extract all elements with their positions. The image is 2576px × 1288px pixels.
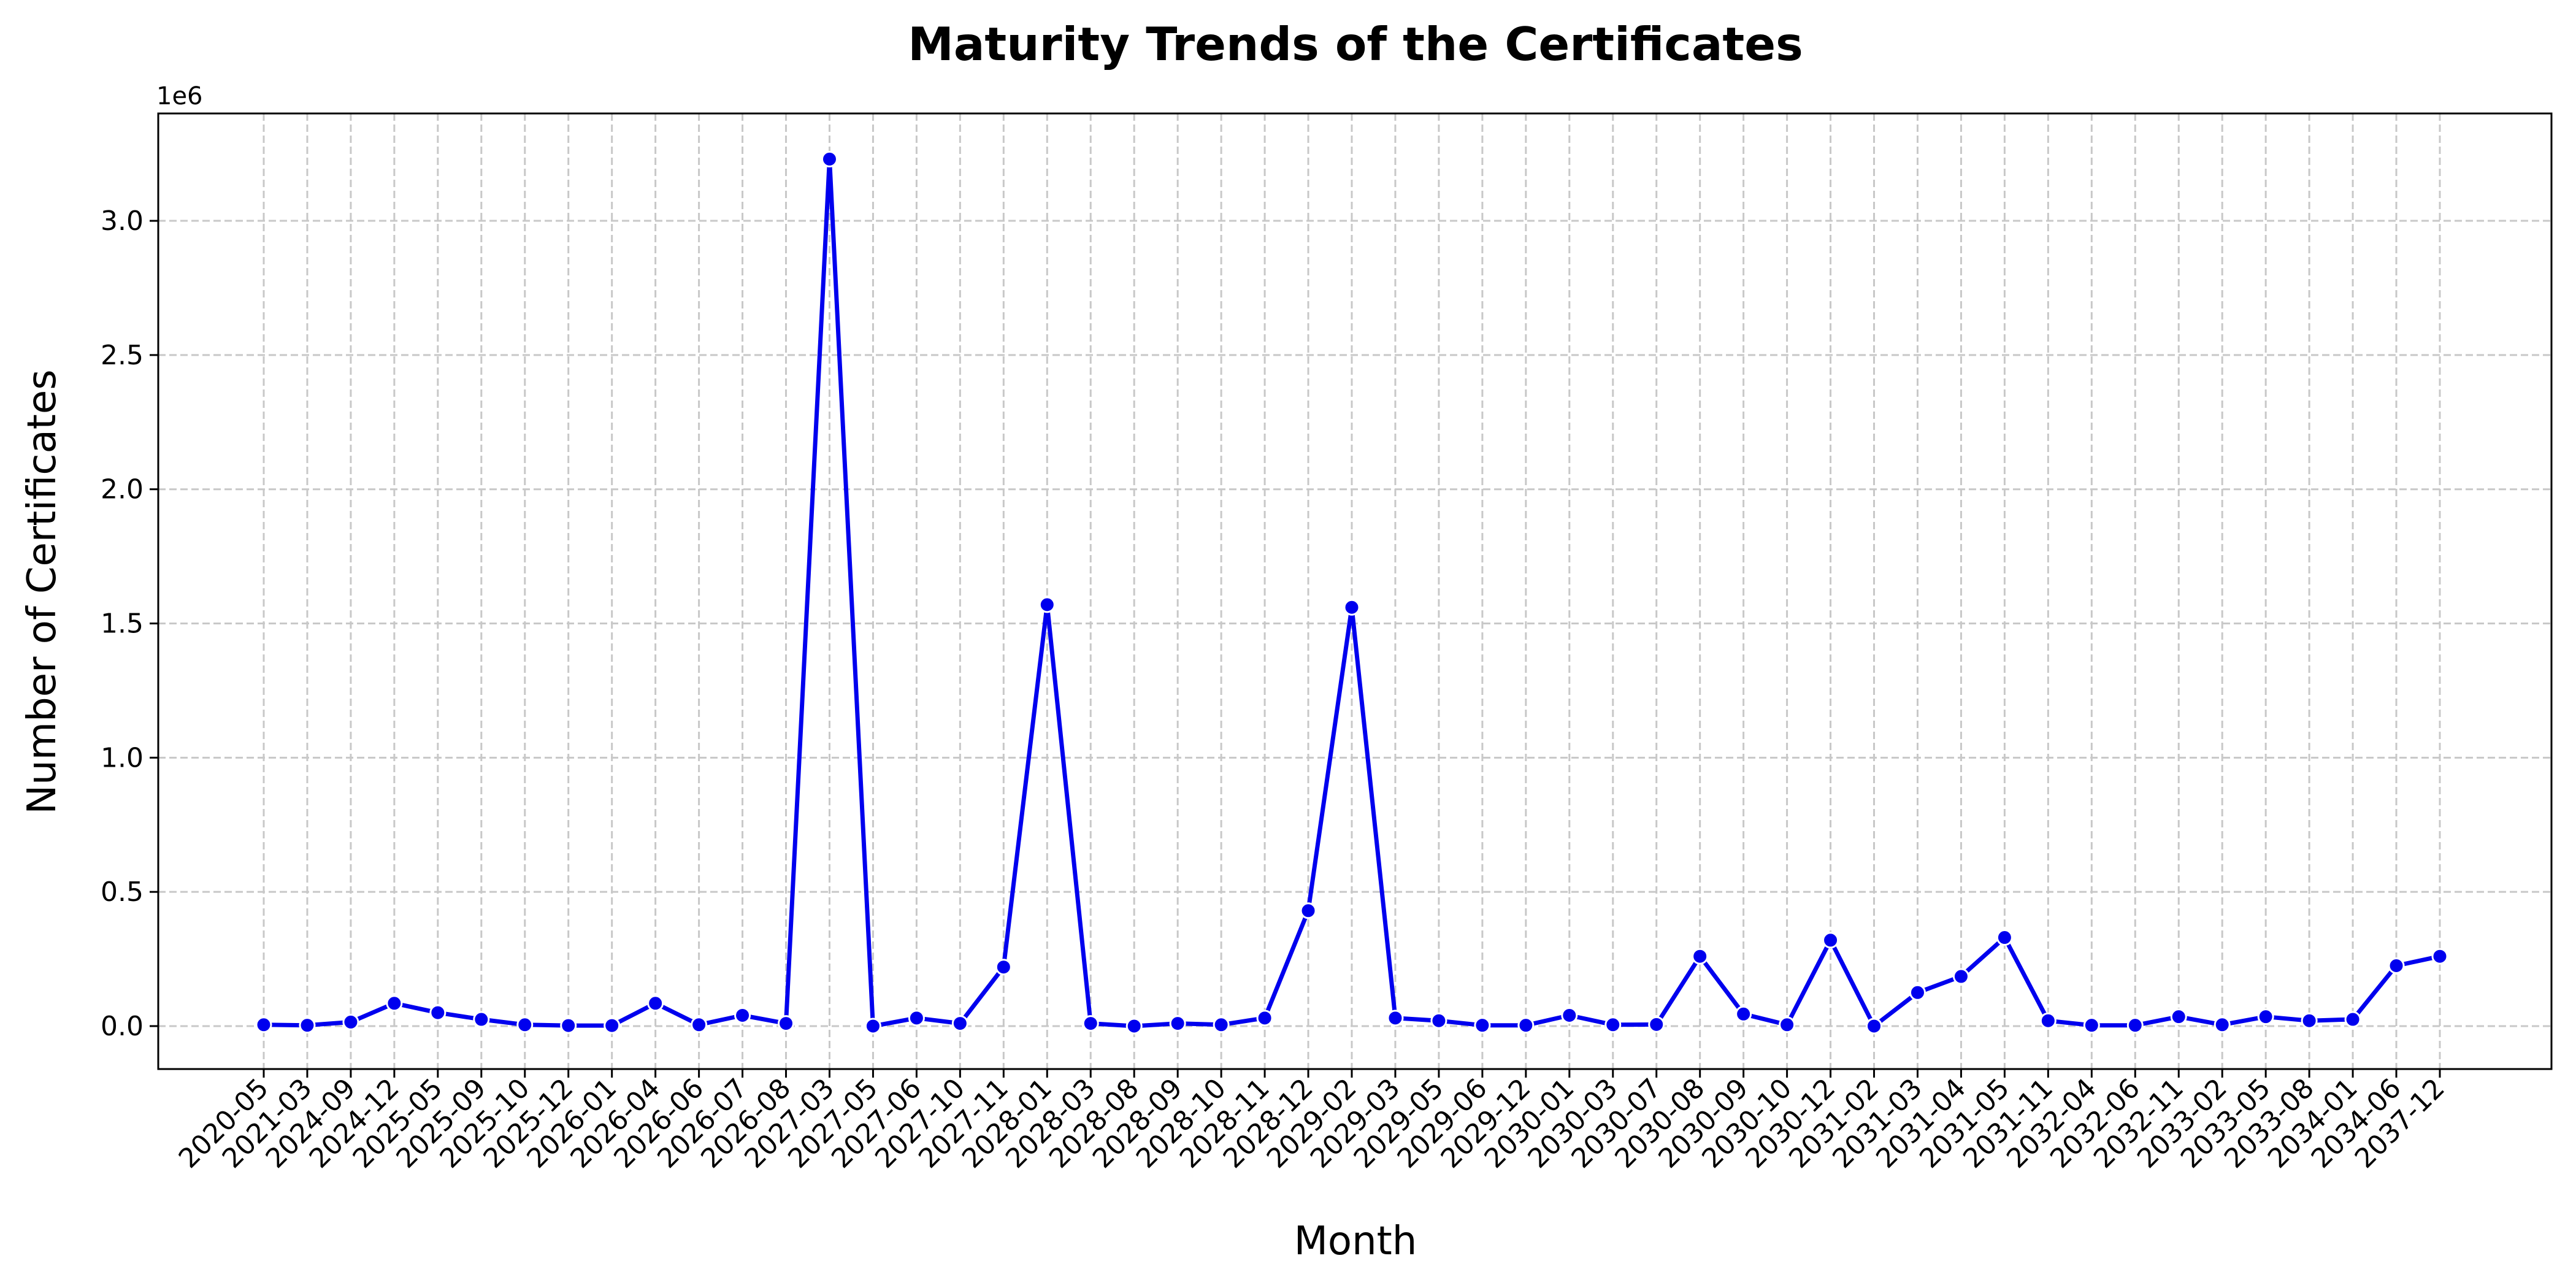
data-point (778, 1015, 795, 1032)
data-point (2257, 1008, 2274, 1025)
plot-frame (157, 112, 2553, 1070)
y-tick-label: 1.5 (101, 608, 144, 640)
data-point (1387, 1010, 1404, 1027)
y-tick-label: 3.0 (101, 205, 144, 237)
y-tick-label: 1.0 (101, 742, 144, 773)
x-axis-label: Month (1294, 1219, 1417, 1264)
data-point (1430, 1012, 1447, 1029)
data-point (734, 1006, 751, 1024)
data-point (386, 995, 403, 1012)
data-point (1213, 1016, 1230, 1033)
data-point (604, 1017, 621, 1034)
data-point (1082, 1015, 1099, 1032)
data-point (1300, 902, 1317, 919)
data-point (299, 1017, 316, 1034)
data-point (1125, 1018, 1143, 1035)
y-tick-label: 0.5 (101, 876, 144, 908)
data-point (691, 1016, 708, 1033)
data-point (2301, 1012, 2318, 1029)
data-point (255, 1016, 272, 1033)
data-point (1909, 984, 1926, 1001)
data-point (2388, 957, 2405, 975)
data-point (1169, 1015, 1186, 1032)
data-point (908, 1010, 925, 1027)
data-point (342, 1013, 359, 1030)
data-point (2083, 1017, 2100, 1034)
data-point (647, 995, 664, 1012)
data-point (516, 1016, 534, 1033)
data-point (2214, 1016, 2231, 1033)
data-point (951, 1015, 968, 1032)
data-point (2170, 1008, 2187, 1025)
series (255, 150, 2448, 1035)
data-point (2431, 948, 2448, 965)
data-point (1561, 1006, 1578, 1024)
data-point (1735, 1005, 1752, 1022)
y-tick-label: 0.0 (101, 1011, 144, 1042)
data-point (2126, 1017, 2144, 1034)
data-point (1343, 599, 1360, 616)
data-point (1038, 596, 1056, 613)
data-point (560, 1017, 577, 1034)
data-point (1822, 932, 1839, 949)
data-point (1692, 948, 1709, 965)
y-offset-label: 1e6 (156, 82, 203, 110)
data-point (1866, 1018, 1883, 1035)
data-point (1648, 1016, 1665, 1033)
data-point (2039, 1012, 2057, 1029)
data-point (1952, 968, 1969, 985)
data-point (1996, 929, 2013, 946)
data-point (1474, 1017, 1491, 1034)
data-point (473, 1011, 490, 1028)
data-point (2344, 1011, 2361, 1028)
data-point (429, 1004, 447, 1021)
y-axis-label: Number of Certificates (20, 369, 65, 814)
data-point (821, 150, 838, 167)
data-point (995, 959, 1012, 976)
data-point (1604, 1016, 1622, 1033)
data-point (864, 1018, 881, 1035)
data-point (1517, 1017, 1535, 1034)
y-tick-label: 2.0 (101, 474, 144, 505)
data-point (1256, 1010, 1273, 1027)
grid (158, 113, 2551, 1069)
data-point (1779, 1016, 1796, 1033)
chart-title: Maturity Trends of the Certificates (908, 17, 1803, 71)
y-tick-label: 2.5 (101, 340, 144, 371)
